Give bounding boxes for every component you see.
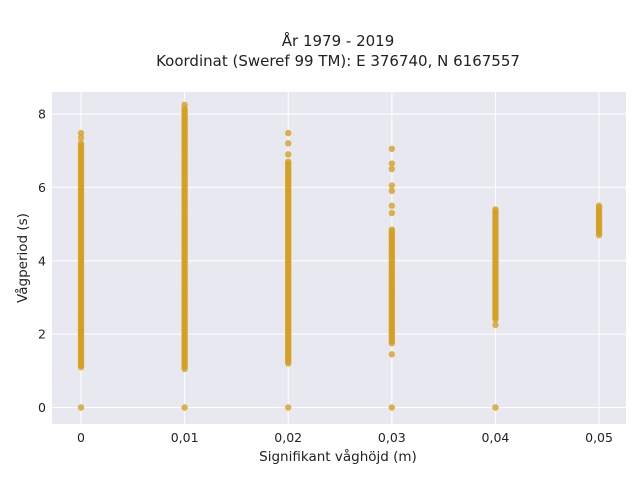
scatter-point xyxy=(181,404,188,411)
y-tick-labels: 0 2 4 6 8 xyxy=(38,107,46,415)
plot-area xyxy=(52,92,626,424)
scatter-point xyxy=(285,158,292,165)
scatter-point xyxy=(285,140,292,147)
chart-title-line-2: Koordinat (Sweref 99 TM): E 376740, N 61… xyxy=(156,52,520,70)
scatter-point xyxy=(492,404,499,411)
scatter-point xyxy=(285,129,292,137)
scatter-point xyxy=(181,101,188,109)
scatter-points xyxy=(77,101,603,411)
y-axis-title: Vågperiod (s) xyxy=(14,213,31,303)
scatter-point xyxy=(285,404,292,411)
scatter-point xyxy=(388,202,396,209)
scatter-point xyxy=(285,151,292,158)
x-tick-label: 0,03 xyxy=(378,430,406,445)
scatter-point xyxy=(77,134,85,142)
scatter-point xyxy=(388,209,396,217)
chart-title-line-1: År 1979 - 2019 xyxy=(282,31,395,50)
scatter-point xyxy=(77,327,85,334)
x-tick-label: 0,02 xyxy=(274,430,302,445)
x-tick-label: 0 xyxy=(77,430,85,445)
scatter-point xyxy=(492,206,499,213)
x-tick-label: 0,05 xyxy=(585,430,613,445)
y-tick-label: 8 xyxy=(38,107,46,122)
scatter-point xyxy=(388,351,396,358)
scatter-point xyxy=(77,140,85,147)
scatter-point xyxy=(388,187,396,195)
y-tick-label: 6 xyxy=(38,180,46,195)
scatter-point xyxy=(77,404,85,411)
scatter-point xyxy=(492,321,499,329)
scatter-point xyxy=(388,145,396,153)
scatter-point xyxy=(388,182,396,189)
x-axis-title: Signifikant våghöjd (m) xyxy=(259,448,417,465)
y-tick-label: 4 xyxy=(38,253,46,268)
scatter-point xyxy=(388,160,396,167)
x-tick-label: 0,04 xyxy=(482,430,510,445)
scatter-point xyxy=(595,202,603,209)
x-tick-labels: 0 0,01 0,02 0,03 0,04 0,05 xyxy=(77,430,613,445)
scatter-point xyxy=(77,316,85,323)
scatter-point xyxy=(388,165,396,173)
y-tick-label: 0 xyxy=(38,400,46,415)
scatter-point xyxy=(77,129,85,137)
scatter-point xyxy=(388,226,396,233)
scatter-point xyxy=(388,404,396,411)
y-tick-label: 2 xyxy=(38,327,46,342)
x-tick-label: 0,01 xyxy=(171,430,199,445)
y-gridlines xyxy=(52,113,626,408)
